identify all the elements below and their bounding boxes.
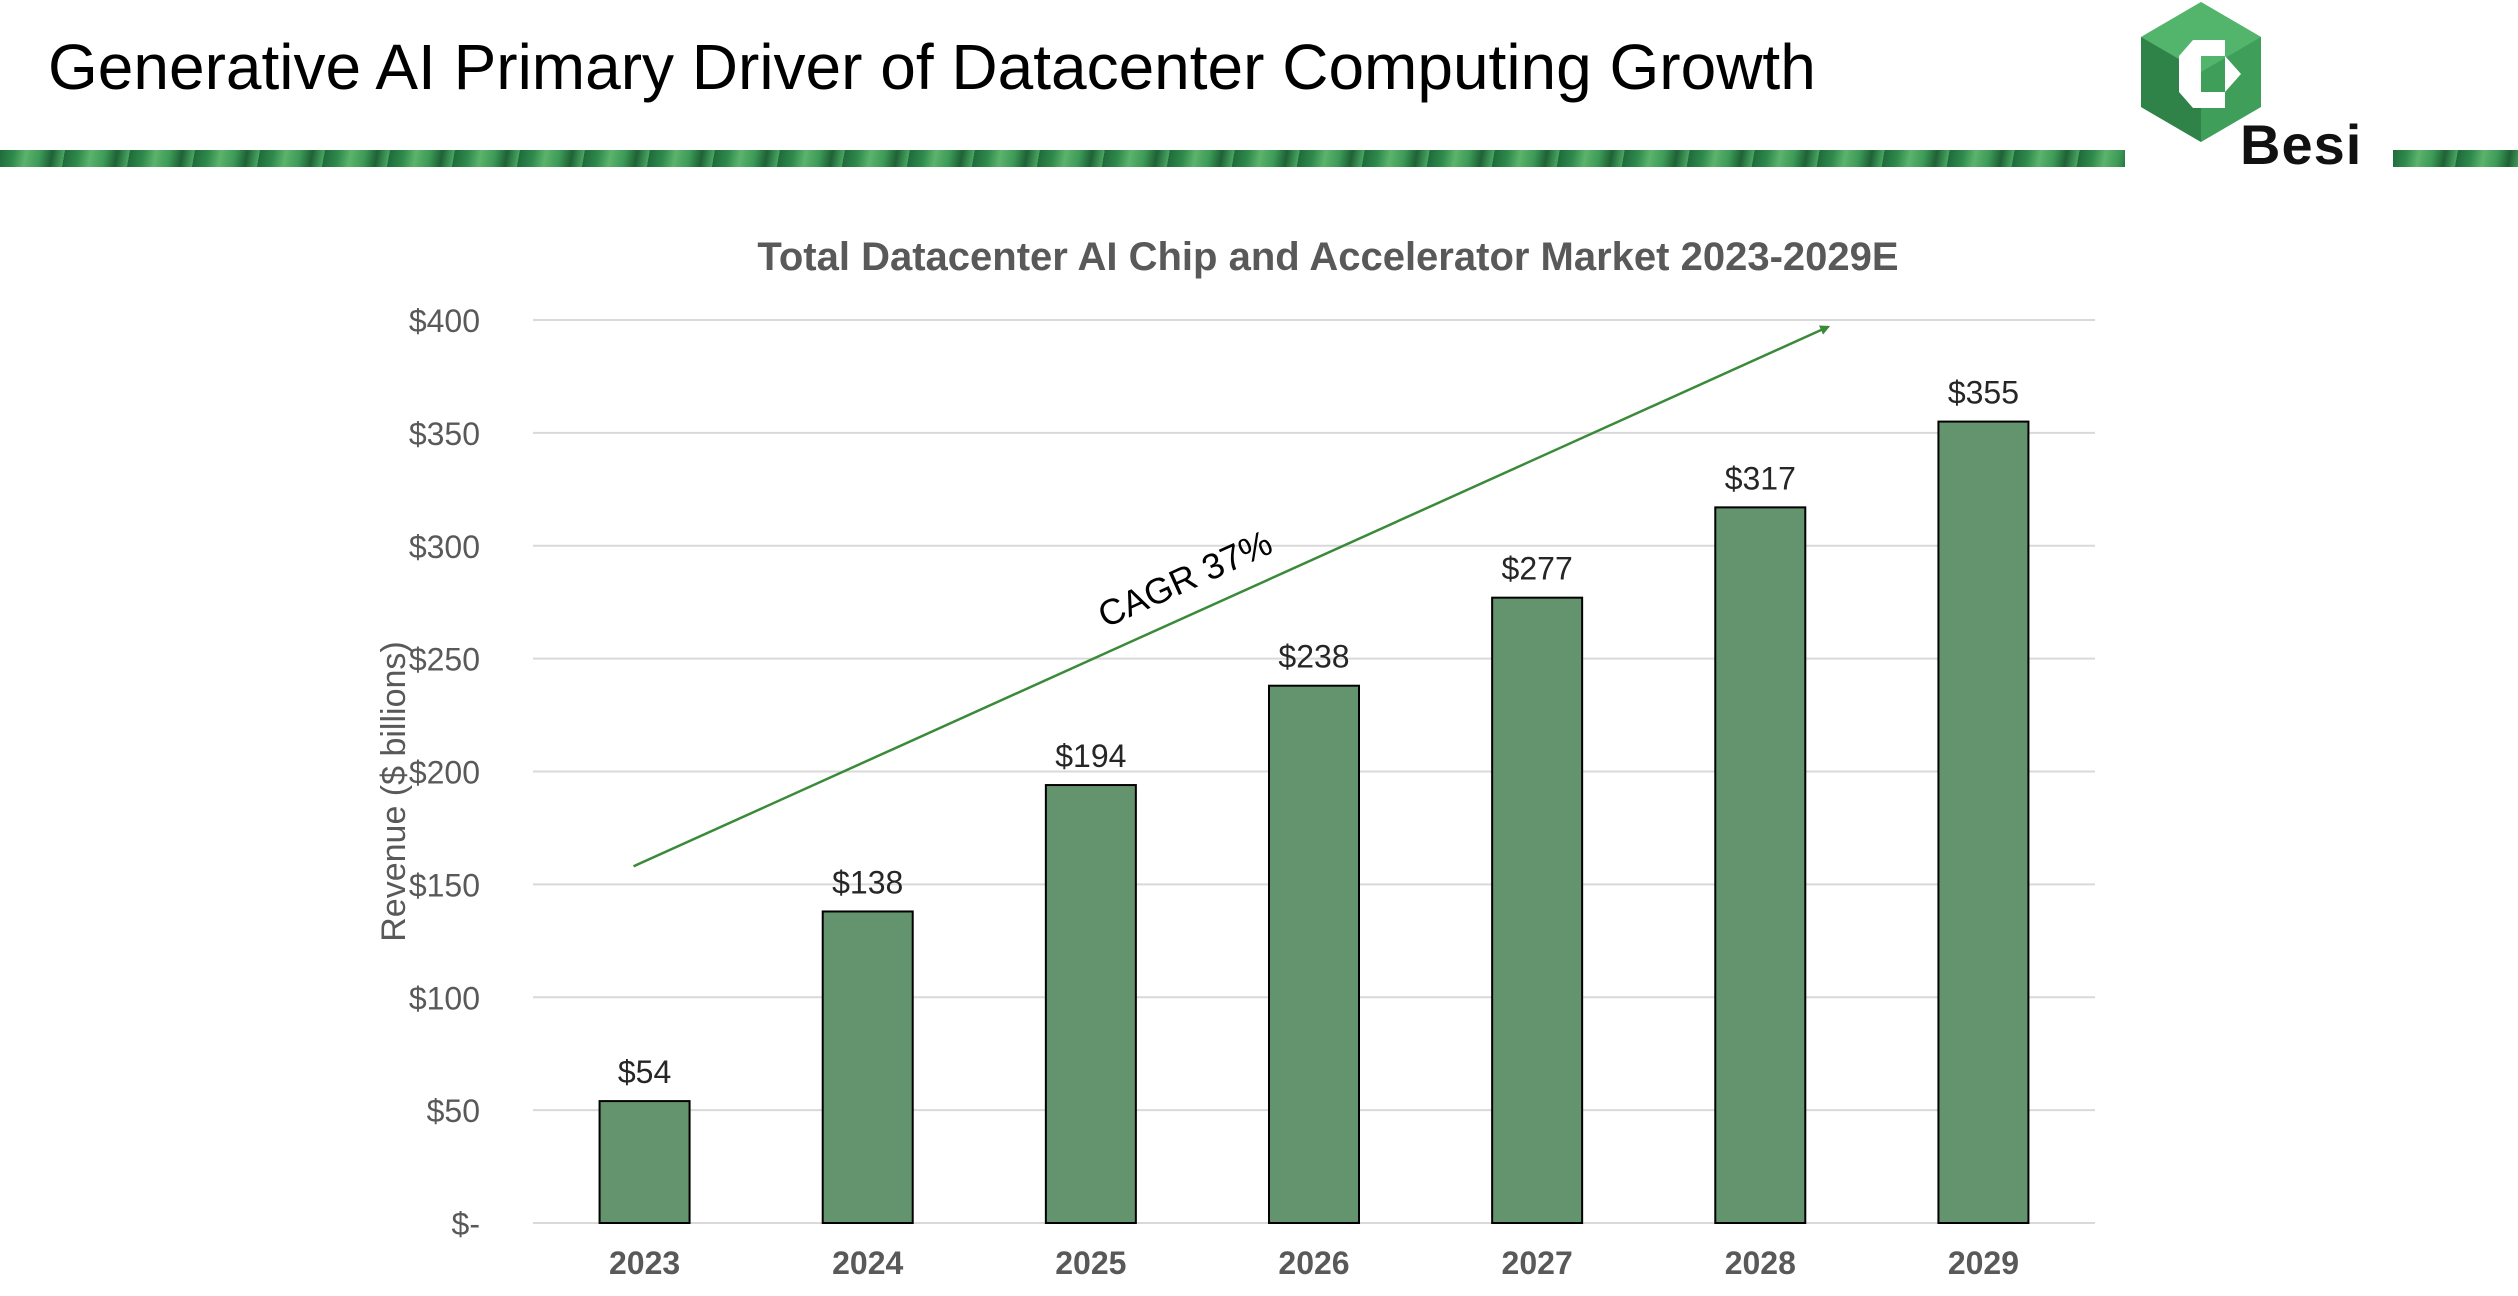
x-tick-label: 2029 [1948,1245,2019,1281]
x-tick-label: 2023 [609,1245,680,1281]
x-tick-label: 2025 [1055,1245,1126,1281]
x-tick-labels: 2023 2024 2025 2026 2027 2028 2029 [609,1245,2019,1281]
y-tick-labels: $- $50 $100 $150 $200 $250 $300 $350 $400 [409,303,480,1242]
data-label: $194 [1055,738,1126,774]
bar-2026 [1268,684,1360,1224]
y-tick-label: $50 [427,1093,480,1129]
besi-logo-icon [2141,2,2261,142]
data-label: $54 [618,1054,671,1090]
data-label: $317 [1725,460,1796,496]
data-labels: $54 $138 $194 $238 $277 $317 $355 [618,375,2019,1091]
bar-2025 [1044,784,1137,1224]
y-tick-label: $300 [409,529,480,565]
logo-text: Besi [2240,113,2363,176]
chart-title: Total Datacenter AI Chip and Accelerator… [757,235,1898,279]
y-tick-label: $- [452,1206,480,1242]
bars [598,420,2030,1225]
x-tick-label: 2024 [832,1245,903,1281]
data-label: $138 [832,864,903,900]
y-axis-label: Revenue ($ billions) [375,641,413,942]
x-tick-label: 2026 [1278,1245,1349,1281]
bar-2027 [1491,596,1584,1224]
y-tick-label: $400 [409,303,480,339]
bar-2023 [598,1100,691,1224]
bar-2024 [821,910,914,1225]
x-tick-label: 2027 [1502,1245,1573,1281]
header-band-right [2393,150,2518,167]
bar-2029 [1937,420,2030,1224]
x-tick-label: 2028 [1725,1245,1796,1281]
y-tick-label: $100 [409,980,480,1016]
y-tick-label: $200 [409,755,480,791]
bar-2028 [1714,506,1807,1224]
header-band-left [0,150,2125,167]
cagr-arrow [633,325,1831,868]
y-tick-label: $250 [409,642,480,678]
y-tick-label: $150 [409,867,480,903]
data-label: $355 [1948,375,2019,411]
y-tick-label: $350 [409,416,480,452]
data-label: $277 [1502,551,1573,587]
slide-title: Generative AI Primary Driver of Datacent… [48,31,1816,103]
data-label: $238 [1278,639,1349,675]
